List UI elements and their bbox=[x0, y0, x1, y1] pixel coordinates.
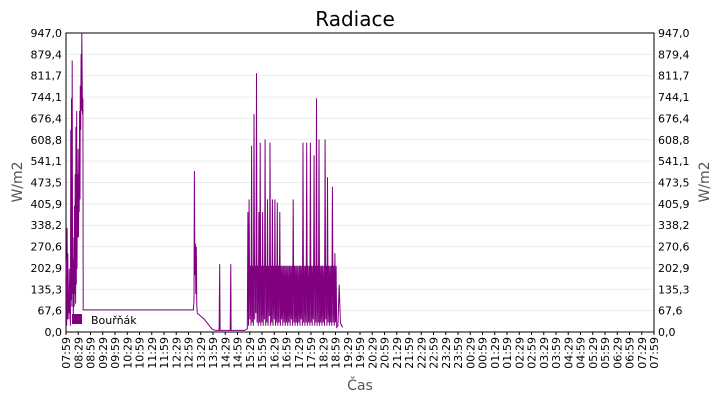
x-tick-label: 16:59 bbox=[281, 337, 294, 369]
x-tick-label: 04:29 bbox=[562, 337, 575, 369]
x-tick-label: 22:29 bbox=[415, 337, 428, 369]
x-tick-label: 20:29 bbox=[366, 337, 379, 369]
y-tick-label-left: 676,4 bbox=[31, 112, 63, 125]
x-tick-label: 14:29 bbox=[219, 337, 232, 369]
x-tick-label: 14:59 bbox=[232, 337, 245, 369]
x-tick-label: 07:29 bbox=[636, 337, 649, 369]
y-tick-label-right: 67,6 bbox=[658, 305, 683, 318]
x-tick-label: 01:59 bbox=[501, 337, 514, 369]
y-tick-label-left: 67,6 bbox=[38, 305, 63, 318]
legend-label: Bouřňák bbox=[91, 314, 137, 327]
x-tick-label: 02:29 bbox=[513, 337, 526, 369]
y-axis-label-left: W/m2 bbox=[10, 161, 26, 202]
x-tick-label: 16:29 bbox=[268, 337, 281, 369]
y-tick-label-left: 473,5 bbox=[31, 177, 63, 190]
y-tick-label-left: 744,1 bbox=[31, 91, 63, 104]
x-tick-label: 19:29 bbox=[342, 337, 355, 369]
left-y-ticks: 0,0 67,6 135,3 202,9 270,6 338,2 405,9 473,5 541… bbox=[31, 27, 63, 339]
y-tick-label-right: 338,2 bbox=[658, 219, 690, 232]
right-y-ticks: 0,0 67,6 135,3 202,9 270,6 338,2 405,9 473,5 541… bbox=[658, 27, 690, 339]
series-line bbox=[65, 32, 344, 331]
x-tick-label: 23:59 bbox=[452, 337, 465, 369]
y-tick-label-left: 270,6 bbox=[31, 241, 63, 254]
y-tick-label-right: 879,4 bbox=[658, 48, 690, 61]
x-tick-label: 08:29 bbox=[72, 337, 85, 369]
x-tick-label: 09:59 bbox=[109, 337, 122, 369]
y-tick-label-right: 947,0 bbox=[658, 27, 690, 40]
y-tick-label-right: 608,8 bbox=[658, 134, 690, 147]
x-tick-label: 09:29 bbox=[97, 337, 110, 369]
x-tick-label: 00:29 bbox=[464, 337, 477, 369]
x-tick-label: 06:59 bbox=[624, 337, 637, 369]
y-tick-label-left: 608,8 bbox=[31, 134, 63, 147]
x-tick-label: 23:29 bbox=[440, 337, 453, 369]
series-bourak bbox=[65, 32, 344, 331]
y-tick-label-right: 0,0 bbox=[658, 326, 676, 339]
x-tick-label: 03:59 bbox=[550, 337, 563, 369]
x-tick-label: 12:59 bbox=[183, 337, 196, 369]
x-tick-label: 04:59 bbox=[575, 337, 588, 369]
y-tick-label-right: 135,3 bbox=[658, 283, 690, 296]
x-tick-label: 19:59 bbox=[354, 337, 367, 369]
x-tick-label: 13:29 bbox=[195, 337, 208, 369]
x-tick-label: 06:29 bbox=[611, 337, 624, 369]
x-tick-label: 03:29 bbox=[538, 337, 551, 369]
x-tick-label: 07:59 bbox=[60, 337, 73, 369]
x-tick-label: 00:59 bbox=[477, 337, 490, 369]
x-tick-label: 11:59 bbox=[158, 337, 171, 369]
x-tick-label: 01:29 bbox=[489, 337, 502, 369]
y-tick-label-left: 135,3 bbox=[31, 283, 63, 296]
y-axis-label-right: W/m2 bbox=[697, 161, 713, 202]
x-tick-label: 05:59 bbox=[599, 337, 612, 369]
x-tick-label: 21:29 bbox=[391, 337, 404, 369]
y-tick-label-left: 879,4 bbox=[31, 48, 63, 61]
x-tick-label: 18:29 bbox=[317, 337, 330, 369]
legend-swatch bbox=[72, 314, 82, 324]
x-tick-label: 17:29 bbox=[293, 337, 306, 369]
x-tick-label: 18:59 bbox=[330, 337, 343, 369]
x-tick-label: 21:59 bbox=[403, 337, 416, 369]
x-axis-label: Čas bbox=[347, 376, 373, 394]
y-tick-label-right: 270,6 bbox=[658, 241, 690, 254]
y-tick-label-left: 0,0 bbox=[45, 326, 63, 339]
x-tick-label: 22:59 bbox=[428, 337, 441, 369]
chart-title: Radiace bbox=[315, 7, 395, 31]
x-tick-label: 17:59 bbox=[305, 337, 318, 369]
y-tick-label-left: 947,0 bbox=[31, 27, 63, 40]
plot-area bbox=[65, 32, 655, 333]
y-tick-label-right: 811,7 bbox=[658, 70, 690, 83]
x-tick-label: 15:29 bbox=[244, 337, 257, 369]
x-tick-label: 07:59 bbox=[648, 337, 661, 369]
x-tick-label: 10:29 bbox=[121, 337, 134, 369]
grid bbox=[66, 32, 654, 333]
y-tick-label-right: 676,4 bbox=[658, 112, 690, 125]
y-tick-label-right: 202,9 bbox=[658, 262, 690, 275]
y-tick-label-left: 405,9 bbox=[31, 198, 63, 211]
x-tick-label: 10:59 bbox=[134, 337, 147, 369]
y-tick-label-right: 405,9 bbox=[658, 198, 690, 211]
y-tick-label-right: 744,1 bbox=[658, 91, 690, 104]
y-tick-label-left: 202,9 bbox=[31, 262, 63, 275]
x-tick-label: 11:29 bbox=[146, 337, 159, 369]
x-ticks: 07:59 08:29 08:59 09:29 09:59 10:29 10:59 11:29… bbox=[60, 332, 661, 369]
x-tick-label: 15:59 bbox=[256, 337, 269, 369]
legend: Bouřňák bbox=[72, 314, 137, 327]
x-tick-label: 08:59 bbox=[85, 337, 98, 369]
x-tick-label: 02:59 bbox=[526, 337, 539, 369]
y-tick-label-right: 473,5 bbox=[658, 177, 690, 190]
x-tick-label: 13:59 bbox=[207, 337, 220, 369]
y-tick-label-right: 541,1 bbox=[658, 155, 690, 168]
x-tick-label: 12:29 bbox=[170, 337, 183, 369]
y-tick-label-left: 541,1 bbox=[31, 155, 63, 168]
y-tick-label-left: 338,2 bbox=[31, 219, 63, 232]
x-tick-label: 20:59 bbox=[379, 337, 392, 369]
x-tick-label: 05:29 bbox=[587, 337, 600, 369]
y-tick-label-left: 811,7 bbox=[31, 70, 63, 83]
